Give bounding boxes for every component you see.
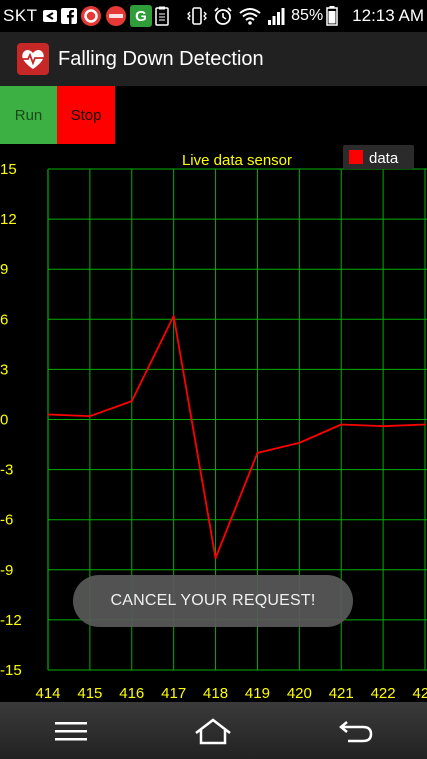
data-point — [172, 315, 175, 317]
x-tick-label: 421 — [329, 685, 354, 702]
alarm-icon — [213, 6, 233, 26]
x-tick-label: 423 — [412, 685, 427, 702]
x-tick-label: 415 — [77, 685, 102, 702]
y-tick-label: 15 — [0, 161, 17, 178]
coupon-app-icon — [105, 5, 127, 27]
facebook-icon — [60, 8, 77, 24]
y-tick-label: 12 — [0, 211, 17, 228]
y-tick-label: -15 — [0, 662, 22, 679]
run-button[interactable]: Run — [0, 86, 57, 144]
x-tick-label: 419 — [245, 685, 270, 702]
chart-title: Live data sensor — [182, 152, 292, 169]
y-tick-label: 0 — [0, 412, 8, 429]
carrier-label: SKT — [3, 6, 38, 25]
x-tick-label: 414 — [35, 685, 60, 702]
x-tick-label: 422 — [371, 685, 396, 702]
battery-percent: 85% — [291, 7, 324, 24]
y-tick-label: 9 — [0, 261, 8, 278]
legend-label: data — [369, 150, 399, 167]
data-point — [47, 413, 49, 416]
app-title: Falling Down Detection — [58, 47, 264, 70]
control-buttons: Run Stop — [0, 86, 115, 144]
chart-canvas: 15 12 9 6 3 0 -3 -6 -9 -12 -15 414 415 416 417 418 419 42… — [0, 145, 427, 702]
x-tick-label: 420 — [287, 685, 312, 702]
y-tick-label: -3 — [0, 462, 13, 479]
data-point — [214, 557, 217, 559]
heart-pulse-icon — [17, 43, 49, 75]
wifi-icon — [239, 7, 261, 25]
y-tick-label: 3 — [0, 361, 8, 378]
navigation-bar — [0, 702, 427, 759]
back-icon[interactable] — [316, 702, 396, 759]
status-bar: SKT G 85% 12:13 AM — [0, 0, 427, 32]
back-arrow-icon — [42, 9, 58, 23]
data-point — [424, 423, 426, 426]
g-app-icon: G — [129, 5, 152, 27]
data-point — [340, 423, 343, 426]
y-tick-label: 6 — [0, 311, 8, 328]
home-icon[interactable] — [173, 702, 253, 759]
menu-icon[interactable] — [31, 702, 111, 759]
stop-button[interactable]: Stop — [57, 86, 115, 144]
clipboard-icon — [154, 6, 169, 26]
x-tick-label: 416 — [119, 685, 144, 702]
clock: 12:13 AM — [352, 6, 424, 25]
data-point — [130, 400, 133, 402]
record-icon — [80, 5, 102, 27]
toast-message: CANCEL YOUR REQUEST! — [73, 575, 353, 627]
data-point — [89, 415, 91, 417]
data-point — [382, 425, 384, 427]
x-tick-label: 417 — [161, 685, 186, 702]
y-tick-label: -9 — [0, 562, 13, 579]
vibrate-icon — [187, 7, 208, 25]
signal-icon — [267, 7, 285, 25]
series-line-data — [47, 315, 426, 560]
app-bar: Falling Down Detection — [0, 32, 427, 86]
data-point — [298, 442, 301, 444]
sensor-chart: 15 12 9 6 3 0 -3 -6 -9 -12 -15 414 415 416 417 418 419 42… — [0, 144, 427, 702]
x-tick-label: 418 — [203, 685, 228, 702]
battery-icon — [326, 6, 338, 26]
y-tick-label: -12 — [0, 612, 22, 629]
data-point — [256, 452, 259, 454]
y-tick-label: -6 — [0, 512, 13, 529]
legend-swatch — [349, 150, 363, 164]
svg-text:G: G — [135, 8, 147, 25]
